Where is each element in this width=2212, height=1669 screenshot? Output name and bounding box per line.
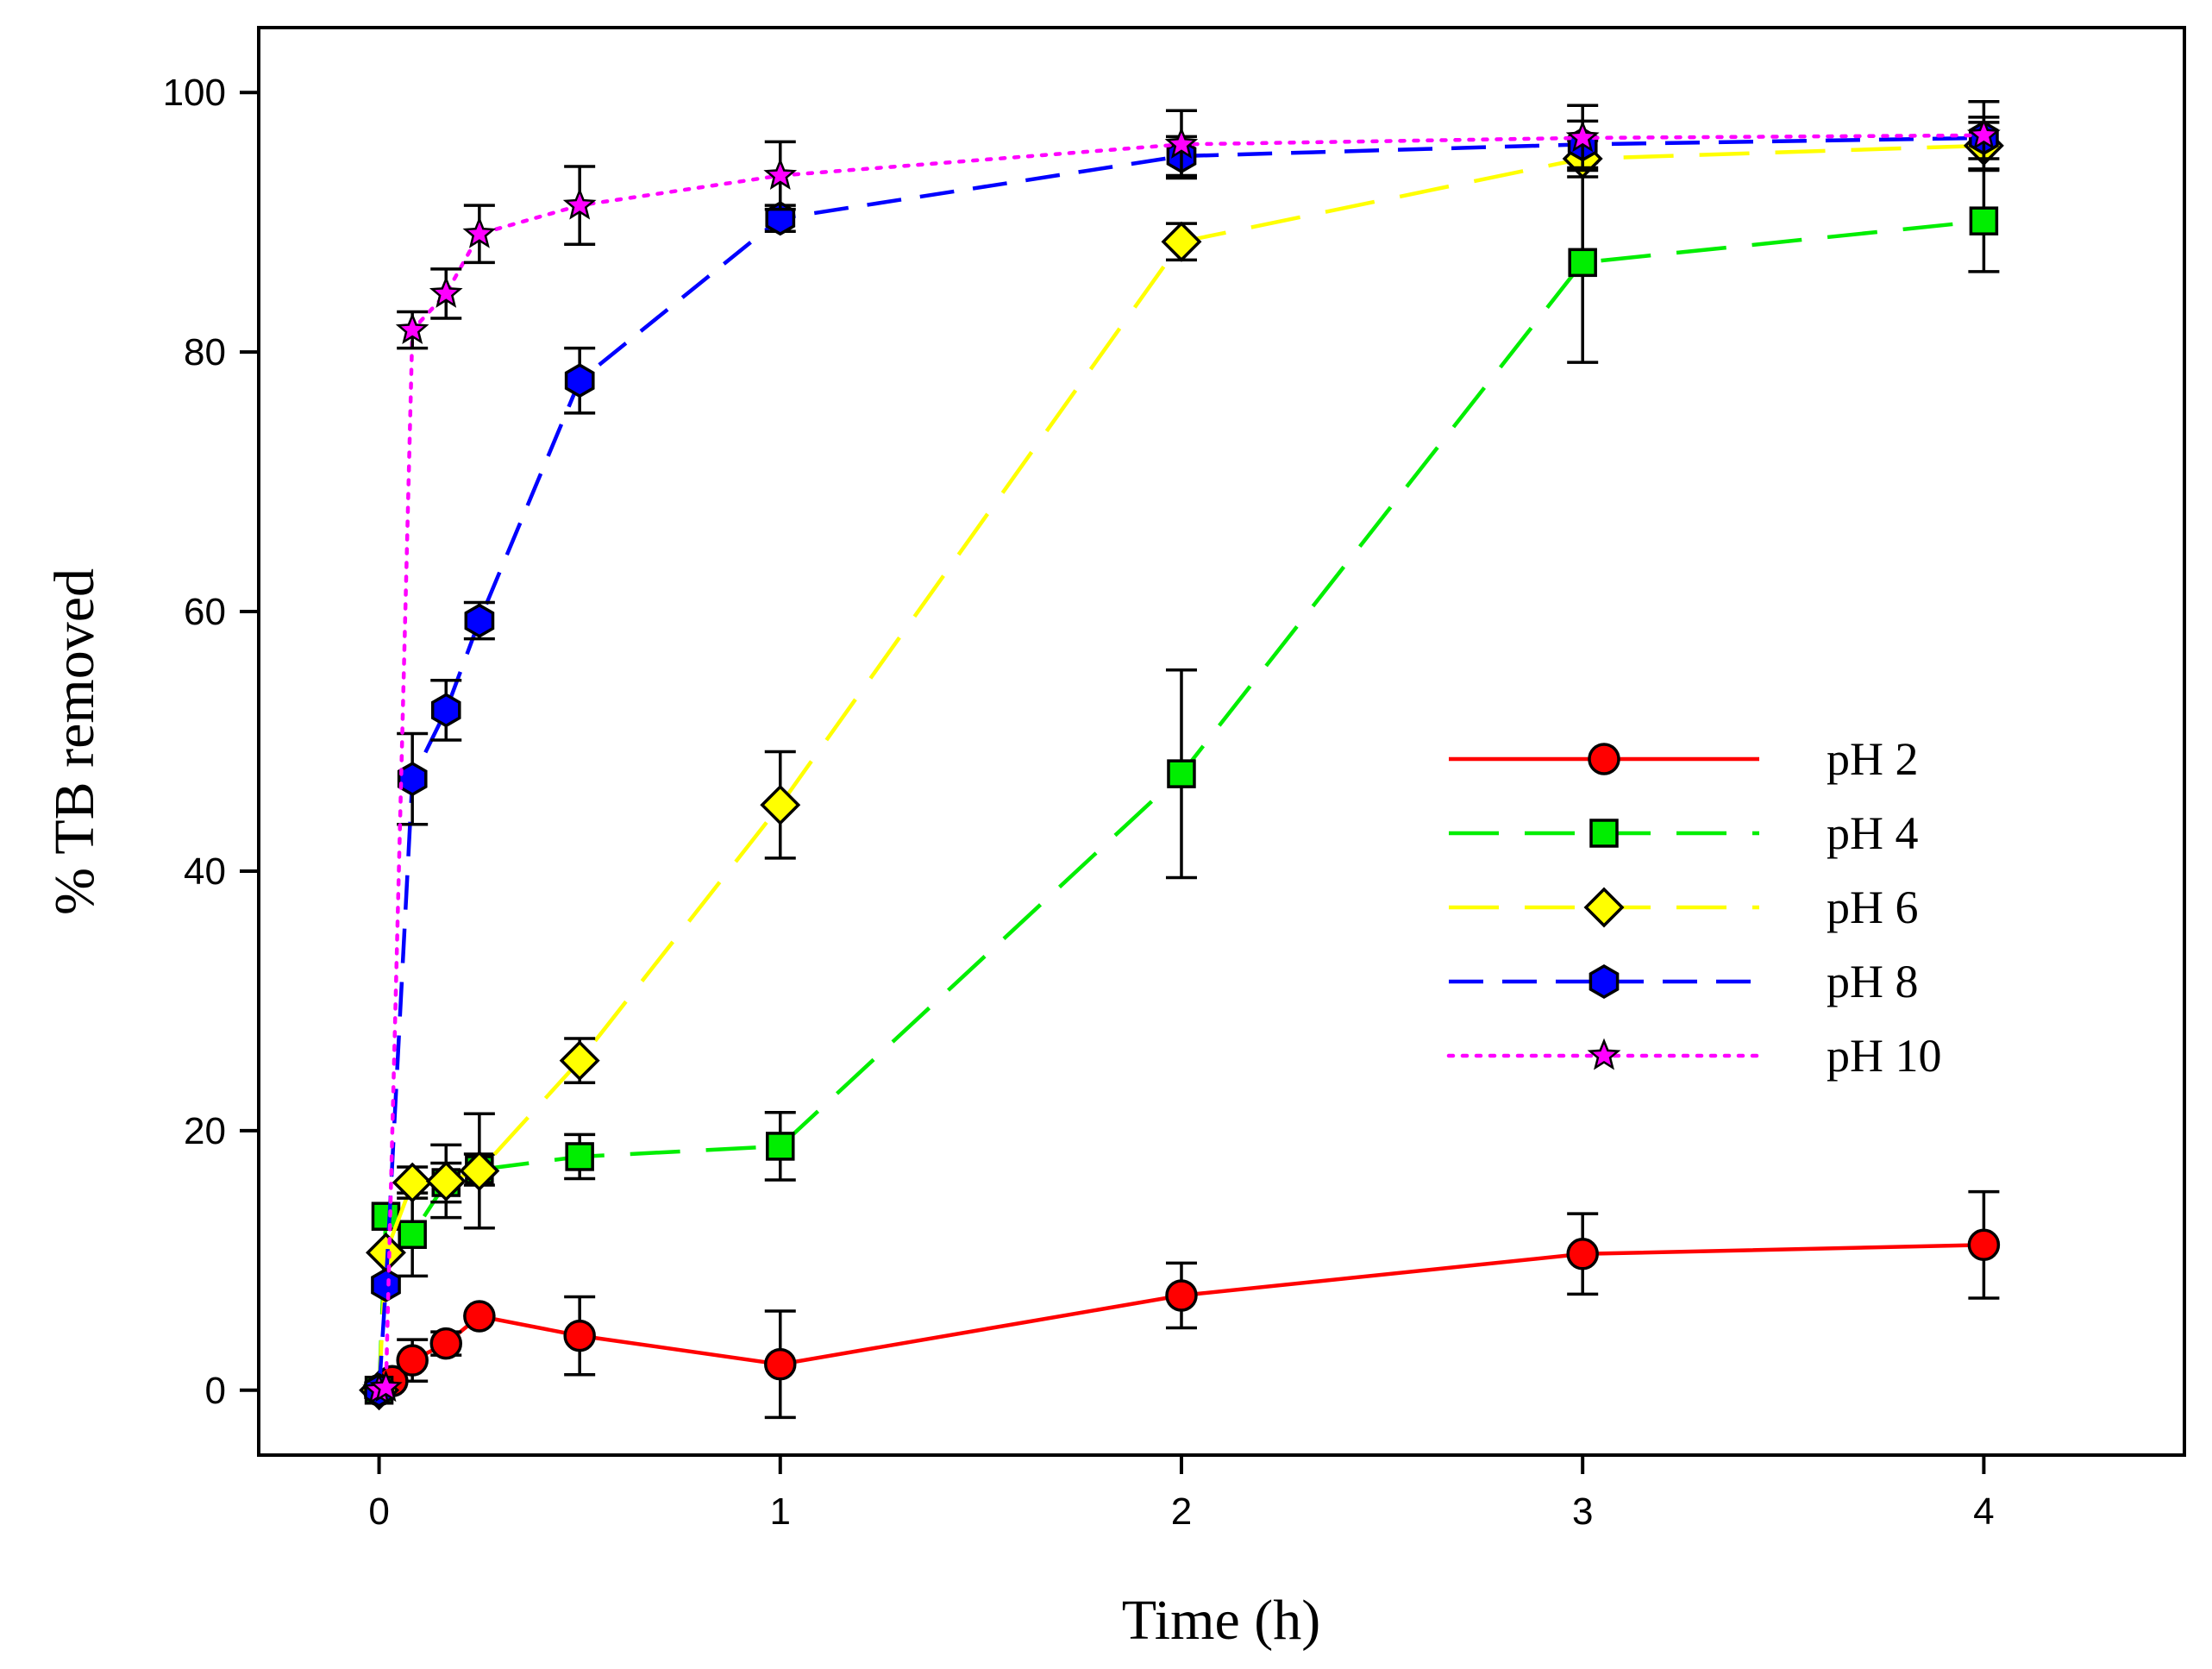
legend-label: pH 6 [1827, 882, 1919, 933]
y-axis-label: % TB removed [43, 568, 106, 915]
data-point [1164, 127, 1199, 159]
data-point [562, 187, 597, 220]
x-tick-label: 2 [1171, 1490, 1192, 1533]
data-point [429, 276, 463, 308]
x-tick-label: 3 [1572, 1490, 1593, 1533]
legend-item: pH 2 [1449, 733, 1919, 785]
legend-marker [1588, 743, 1620, 775]
y-axis: 0 20 40 60 80 100 [163, 72, 259, 1412]
x-axis: 0 1 2 3 4 [368, 1455, 1995, 1533]
data-point [1565, 120, 1600, 153]
legend: pH 2 pH 4 pH 6 pH 8 pH 10 [1446, 733, 1942, 1082]
data-point [392, 1162, 433, 1203]
x-axis-label: Time (h) [1122, 1589, 1320, 1652]
data-point [459, 1151, 500, 1191]
series-ph-4 [364, 160, 2000, 1405]
data-point [397, 762, 428, 797]
data-point [764, 1347, 797, 1381]
data-point [462, 216, 497, 248]
x-tick-label: 4 [1973, 1490, 1994, 1533]
data-point [369, 1370, 403, 1402]
legend-item: pH 8 [1449, 956, 1919, 1007]
x-tick-label: 1 [770, 1490, 791, 1533]
data-point [1566, 1238, 1599, 1271]
legend-label: pH 2 [1827, 733, 1919, 785]
data-point [559, 1040, 600, 1082]
legend-marker [1583, 887, 1625, 928]
series-ph-2 [362, 1189, 2001, 1420]
series-line [377, 143, 1984, 1390]
legend-marker [1587, 1038, 1621, 1070]
series-ph-10 [362, 100, 2001, 1405]
data-point [396, 1344, 429, 1377]
data-point [371, 1267, 401, 1302]
data-point [1967, 117, 2001, 150]
data-point [395, 312, 429, 344]
legend-item: pH 10 [1446, 1030, 1942, 1082]
data-point [429, 1327, 463, 1360]
data-point [425, 1161, 467, 1202]
data-point [763, 158, 798, 191]
legend-label: pH 8 [1827, 956, 1919, 1007]
legend-marker [1589, 963, 1620, 1000]
y-tick-label: 80 [184, 331, 226, 373]
data-point [430, 693, 461, 728]
series-layer [359, 100, 2004, 1420]
y-tick-label: 40 [184, 850, 226, 893]
y-tick-label: 100 [163, 72, 226, 114]
y-tick-label: 0 [205, 1370, 226, 1412]
data-point [1167, 759, 1196, 788]
data-point [1969, 206, 1999, 235]
data-point [1967, 1228, 2001, 1262]
y-tick-label: 60 [184, 591, 226, 633]
data-point [564, 363, 595, 398]
data-point [464, 603, 495, 638]
data-point [563, 1319, 596, 1352]
data-point [463, 1300, 496, 1333]
data-point [1161, 221, 1202, 262]
legend-marker [1589, 819, 1619, 848]
legend-label: pH 4 [1827, 807, 1919, 859]
legend-label: pH 10 [1827, 1030, 1942, 1082]
legend-item: pH 6 [1449, 882, 1919, 933]
data-point [565, 1142, 594, 1171]
y-tick-label: 20 [184, 1110, 226, 1152]
x-tick-label: 0 [368, 1490, 389, 1533]
data-point [398, 1220, 427, 1249]
series-line [377, 135, 1984, 1390]
data-point [766, 1132, 795, 1161]
data-point [760, 784, 801, 825]
plot-frame [257, 26, 2186, 1457]
data-point [1568, 248, 1597, 278]
data-point [1165, 1279, 1198, 1312]
legend-item: pH 4 [1449, 807, 1919, 859]
